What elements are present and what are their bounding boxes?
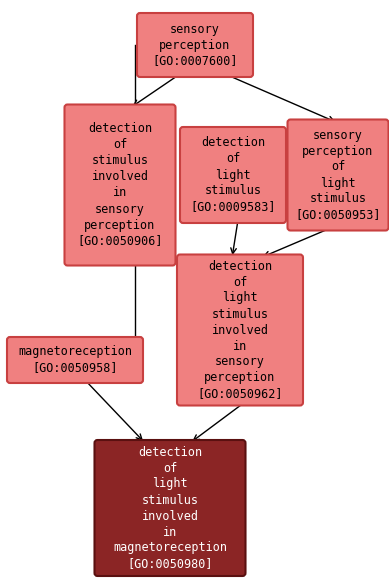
Text: detection
of
light
stimulus
involved
in
magnetoreception
[GO:0050980]: detection of light stimulus involved in … (113, 446, 227, 570)
Text: magnetoreception
[GO:0050958]: magnetoreception [GO:0050958] (18, 346, 132, 375)
FancyBboxPatch shape (180, 127, 286, 223)
Text: detection
of
light
stimulus
[GO:0009583]: detection of light stimulus [GO:0009583] (190, 136, 276, 213)
Text: detection
of
light
stimulus
involved
in
sensory
perception
[GO:0050962]: detection of light stimulus involved in … (197, 259, 283, 400)
FancyBboxPatch shape (137, 13, 253, 77)
FancyBboxPatch shape (65, 105, 175, 266)
FancyBboxPatch shape (287, 119, 389, 230)
Text: detection
of
stimulus
involved
in
sensory
perception
[GO:0050906]: detection of stimulus involved in sensor… (77, 122, 163, 248)
FancyBboxPatch shape (177, 255, 303, 406)
Text: sensory
perception
of
light
stimulus
[GO:0050953]: sensory perception of light stimulus [GO… (295, 129, 381, 222)
FancyBboxPatch shape (95, 440, 245, 576)
FancyBboxPatch shape (7, 337, 143, 383)
Text: sensory
perception
[GO:0007600]: sensory perception [GO:0007600] (152, 22, 238, 68)
